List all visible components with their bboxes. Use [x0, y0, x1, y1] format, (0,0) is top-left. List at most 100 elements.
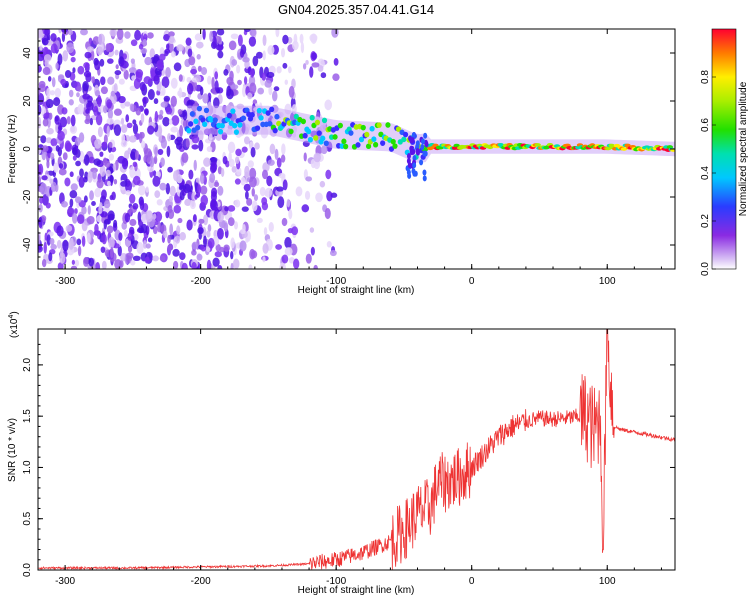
- heatmap-cell: [206, 146, 213, 152]
- signal-cell: [423, 132, 428, 139]
- heatmap-cell: [302, 63, 307, 70]
- heatmap-cell: [157, 221, 162, 233]
- heatmap-cell: [159, 109, 164, 116]
- heatmap-cell: [118, 96, 126, 104]
- heatmap-cell: [40, 135, 47, 144]
- snr-x-tick-label: 100: [599, 576, 616, 587]
- signal-cell: [258, 115, 264, 121]
- signal-cell: [422, 169, 427, 176]
- heatmap-cell: [276, 66, 282, 74]
- heatmap-cell: [170, 51, 176, 58]
- heatmap-cell: [140, 113, 145, 124]
- heatmap-cell: [57, 74, 65, 80]
- heatmap-cell: [279, 262, 287, 269]
- heatmap-cell: [197, 65, 202, 72]
- heatmap-cell: [68, 89, 74, 98]
- heatmap-cell: [47, 76, 52, 82]
- heatmap-cell: [304, 190, 311, 200]
- heatmap-cell: [275, 29, 280, 38]
- snr-y-multiplier-base: (x10: [9, 318, 20, 338]
- heatmap-cell: [68, 238, 74, 250]
- heatmap-cell: [313, 152, 321, 163]
- heatmap-cell: [263, 227, 268, 236]
- heatmap-cell: [94, 138, 102, 149]
- heatmap-cell: [281, 254, 289, 264]
- heatmap-cell: [70, 114, 76, 127]
- heatmap-cell: [212, 257, 220, 267]
- heatmap-cell: [38, 87, 41, 96]
- heatmap-cell: [280, 48, 286, 58]
- heatmap-cell: [217, 264, 223, 269]
- heatmap-cell: [64, 177, 71, 187]
- heatmap-cell: [252, 55, 259, 67]
- heatmap-cell: [120, 117, 125, 126]
- heatmap-cell: [182, 109, 188, 121]
- heatmap-cell: [262, 256, 266, 263]
- heatmap-cell: [124, 212, 131, 223]
- heatmap-cell: [82, 80, 89, 92]
- heatmap-cell: [116, 29, 124, 41]
- heatmap-cell: [127, 147, 132, 155]
- heatmap-cell: [101, 233, 107, 245]
- heatmap-cell: [163, 95, 171, 102]
- heatmap-cell: [123, 229, 128, 238]
- spectrogram-heatmap: [38, 29, 675, 269]
- heatmap-cell: [179, 190, 185, 201]
- heatmap-cell: [53, 97, 61, 107]
- heatmap-cell: [130, 39, 138, 47]
- heatmap-cell: [140, 47, 148, 54]
- heatmap-cell: [161, 76, 170, 88]
- signal-cell: [272, 127, 278, 134]
- heatmap-cell: [223, 68, 229, 76]
- heatmap-cell: [54, 122, 59, 133]
- snr-y-multiplier: (x104): [8, 311, 20, 338]
- snr-x-tick-label: -200: [191, 576, 211, 587]
- heatmap-cell: [78, 176, 85, 188]
- signal-cell: [232, 122, 238, 129]
- spectrogram-x-tick-label: 100: [599, 276, 616, 287]
- signal-cell: [321, 117, 328, 124]
- signal-cell: [203, 107, 210, 114]
- heatmap-cell: [93, 158, 101, 166]
- heatmap-cell: [172, 248, 180, 257]
- heatmap-cell: [217, 227, 224, 240]
- heatmap-cell: [61, 107, 68, 115]
- signal-cell: [219, 122, 225, 129]
- heatmap-cell: [101, 260, 107, 269]
- heatmap-cell: [48, 252, 53, 262]
- heatmap-cell: [62, 152, 68, 161]
- heatmap-cell: [60, 78, 67, 86]
- heatmap-cell: [267, 159, 275, 166]
- heatmap-cell: [179, 232, 187, 241]
- heatmap-cell: [38, 116, 42, 129]
- heatmap-cell: [76, 214, 85, 225]
- heatmap-cell: [213, 181, 220, 187]
- heatmap-cell: [39, 45, 43, 52]
- heatmap-cell: [249, 29, 257, 37]
- heatmap-cell: [311, 52, 318, 60]
- heatmap-cell: [245, 236, 249, 243]
- heatmap-cell: [240, 228, 246, 235]
- heatmap-cell: [203, 214, 209, 226]
- heatmap-cell: [88, 257, 95, 267]
- heatmap-cell: [187, 48, 193, 58]
- heatmap-cell: [178, 87, 183, 99]
- heatmap-cell: [108, 141, 113, 149]
- heatmap-cell: [106, 225, 114, 234]
- heatmap-cell: [88, 156, 95, 164]
- heatmap-cell: [72, 155, 77, 161]
- heatmap-cell: [188, 169, 194, 180]
- heatmap-cell: [107, 101, 112, 109]
- signal-cell: [620, 147, 628, 151]
- signal-cell: [311, 122, 317, 129]
- heatmap-cell: [211, 76, 215, 89]
- heatmap-cell: [83, 70, 92, 78]
- signal-cell: [300, 118, 306, 125]
- heatmap-cell: [113, 178, 118, 185]
- signal-cell: [409, 145, 414, 152]
- heatmap-cell: [58, 168, 67, 176]
- heatmap-cell: [256, 217, 263, 224]
- signal-cell: [385, 122, 391, 128]
- signal-cell: [348, 130, 354, 136]
